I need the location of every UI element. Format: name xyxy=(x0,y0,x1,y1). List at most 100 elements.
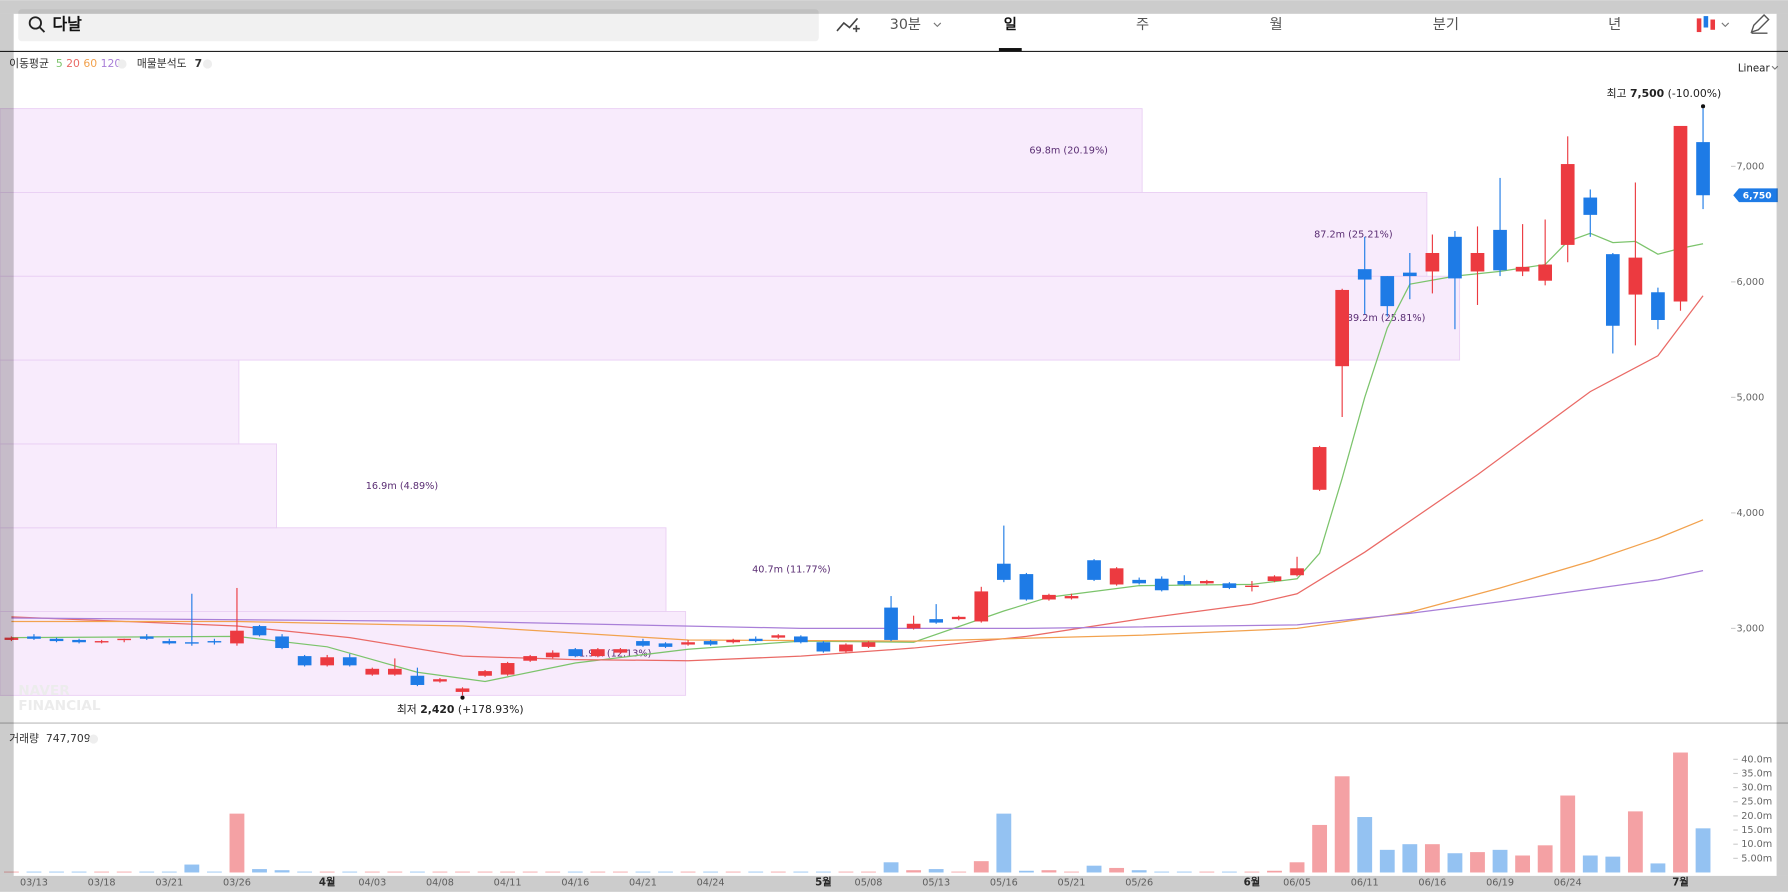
candle-body xyxy=(500,663,515,675)
volume-bar xyxy=(3,871,19,873)
volume-bar xyxy=(1447,853,1463,873)
y-tick-label: 7,000 xyxy=(1737,161,1765,172)
candle-body xyxy=(590,649,605,657)
icon-part xyxy=(1710,19,1716,30)
candle-body xyxy=(185,642,199,644)
candle-body xyxy=(139,636,154,639)
x-tick-label: 05/13 xyxy=(922,878,950,889)
label-prefix: 최저 xyxy=(397,703,417,716)
candle-body xyxy=(636,641,650,646)
volume-bar xyxy=(1560,795,1576,873)
chevron xyxy=(1721,22,1730,28)
legend-value: 747,709 xyxy=(46,732,91,745)
candle-body xyxy=(252,626,267,636)
tab[interactable]: 월 xyxy=(1269,16,1282,33)
tab[interactable]: 주 xyxy=(1136,17,1149,33)
candle-body xyxy=(1267,576,1282,582)
search-box[interactable] xyxy=(18,9,819,42)
profile-bar xyxy=(0,527,667,612)
volume-bar xyxy=(770,871,786,873)
volume-bar xyxy=(364,871,380,873)
candle-body xyxy=(523,656,538,661)
tab[interactable]: 분기 xyxy=(1433,16,1459,33)
volume-bar xyxy=(1470,852,1485,873)
candle-body xyxy=(681,642,695,645)
candle-body xyxy=(1651,292,1665,320)
candle-icon[interactable] xyxy=(1696,16,1730,33)
label-value: 7,500 xyxy=(1630,87,1665,100)
axes: 3,000 4,000 5,000 6,000 7,000 6,750 5.00m 10.0m… xyxy=(0,161,1788,889)
profile-label: 89.2m (25.81%) xyxy=(1347,313,1426,324)
volume-bar xyxy=(973,861,989,873)
volume-tick-label: 15.0m xyxy=(1741,825,1772,836)
x-tick-label: 03/26 xyxy=(223,878,251,889)
legend-entry: 120 xyxy=(101,57,122,70)
ma-line xyxy=(11,519,1704,642)
candle-body xyxy=(951,616,966,620)
volume-bar xyxy=(1312,824,1328,873)
candle-body xyxy=(1199,581,1214,584)
volume-tick-label: 35.0m xyxy=(1741,768,1772,779)
candle-body xyxy=(793,636,808,643)
legend-title: 거래량 xyxy=(9,732,39,745)
volume-bar xyxy=(1018,870,1034,873)
volume-tick-label: 40.0m xyxy=(1741,754,1772,765)
candle-body xyxy=(1109,568,1124,585)
candle-body xyxy=(1673,125,1688,302)
edit-icon[interactable] xyxy=(1750,13,1770,34)
candle-body xyxy=(771,635,786,638)
volume-bar xyxy=(996,813,1012,873)
close-icon[interactable] xyxy=(88,734,99,744)
profile-bar xyxy=(0,359,240,445)
tab[interactable]: 30분 xyxy=(890,17,921,33)
tab-active[interactable]: 일 xyxy=(1004,16,1017,33)
profile-bar xyxy=(0,443,277,529)
candle-body xyxy=(1583,197,1598,215)
extreme-label: 최고 7,500 (-10.00%) xyxy=(1607,87,1722,100)
x-tick-label: 04/24 xyxy=(697,878,725,889)
candle-body xyxy=(49,638,64,642)
profile-label: 87.2m (25.21%) xyxy=(1314,229,1393,240)
x-tick-label: 5월 xyxy=(815,876,832,889)
volume-bar xyxy=(477,871,493,873)
profile-bar xyxy=(0,275,1461,361)
tab[interactable]: 년 xyxy=(1608,16,1621,33)
candle-body xyxy=(275,636,289,649)
profile-bar xyxy=(0,108,1143,193)
volume-bar xyxy=(1154,871,1170,873)
candles xyxy=(4,108,1710,696)
close-icon[interactable] xyxy=(117,59,127,69)
y-tick-label: 3,000 xyxy=(1737,623,1765,634)
candle-body xyxy=(72,639,86,643)
draw-icon[interactable] xyxy=(836,17,860,33)
candle-body xyxy=(455,688,470,692)
volume-bar xyxy=(1267,870,1282,873)
candle-body xyxy=(342,657,357,666)
volume-tick-label: 10.0m xyxy=(1741,839,1772,850)
ma-line xyxy=(11,295,1704,662)
scale-label[interactable]: Linear xyxy=(1738,63,1771,75)
y-tick-label: 5,000 xyxy=(1737,392,1765,403)
volume-bar xyxy=(1131,870,1147,873)
volume-bar xyxy=(455,871,470,873)
candle-body xyxy=(94,641,109,643)
volume-bar xyxy=(1605,856,1621,873)
candle-body xyxy=(1448,236,1462,279)
volume-bar xyxy=(1176,871,1192,873)
icon-part xyxy=(1703,16,1709,28)
volume-bar xyxy=(1673,752,1688,873)
close-icon[interactable] xyxy=(202,59,213,69)
volume-bar xyxy=(1492,849,1508,873)
volume-bar xyxy=(1357,817,1373,873)
candle-body xyxy=(726,639,741,643)
volume-bar xyxy=(612,871,628,873)
volume-bar xyxy=(861,871,876,873)
search-text[interactable]: 다날 xyxy=(52,15,82,34)
volume-bar xyxy=(26,871,42,873)
icon-part xyxy=(1696,18,1702,33)
volume-bar xyxy=(680,871,696,873)
candle-body xyxy=(1042,594,1056,600)
candle-body xyxy=(27,636,41,639)
volume-bar xyxy=(342,871,358,873)
candle-body xyxy=(748,638,763,642)
